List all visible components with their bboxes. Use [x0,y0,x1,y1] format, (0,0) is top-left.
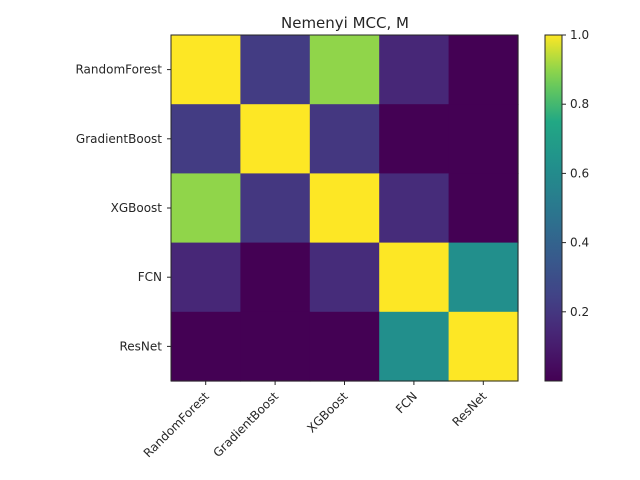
heatmap-cells [171,35,519,382]
heatmap-cell [240,311,311,382]
heatmap-cell [309,311,380,382]
heatmap-cell [379,311,450,382]
x-tick-label: RandomForest [141,389,212,460]
heatmap-cell [171,242,241,313]
heatmap-cell [240,104,311,174]
x-tick-label: FCN [393,389,420,416]
x-tick-label: GradientBoost [210,389,281,460]
heatmap-cell [171,311,241,382]
heatmap-cell [379,173,450,244]
heatmap-cell [379,104,450,174]
y-tick-label: GradientBoost [76,132,162,146]
heatmap-cell [379,242,450,313]
colorbar-tick-label: 0.2 [570,305,589,319]
colorbar [544,34,563,382]
colorbar-tick-label: 0.8 [570,97,589,111]
y-tick-label: RandomForest [75,63,162,77]
x-tick-label: XGBoost [304,389,350,435]
y-tick-label: FCN [138,270,162,284]
heatmap-cell [240,35,311,105]
heatmap-cell [379,35,450,105]
colorbar-tick-labels: 0.2 0.4 0.6 0.8 1.0 [562,28,589,319]
heatmap-cell [309,173,380,244]
colorbar-gradient [544,34,563,382]
heatmap-cell [448,173,519,244]
heatmap-cell [240,173,311,244]
chart-title: Nemenyi MCC, M [281,14,409,32]
heatmap-cell [448,104,519,174]
colorbar-tick-label: 0.4 [570,236,589,250]
y-tick-label: ResNet [120,339,163,353]
heatmap-cell [448,311,519,382]
heatmap-cell [448,35,519,105]
heatmap-cell [448,242,519,313]
heatmap-cell [171,104,241,174]
heatmap-cell [309,104,380,174]
heatmap-cell [171,173,241,244]
colorbar-tick-label: 0.6 [570,166,589,180]
heatmap-cell [309,242,380,313]
y-tick-labels: RandomForest GradientBoost XGBoost FCN ResNe… [75,63,171,353]
x-tick-label: ResNet [449,389,489,429]
heatmap-cell [171,35,241,105]
colorbar-tick-label: 1.0 [570,28,589,42]
y-tick-label: XGBoost [111,201,163,215]
heatmap-cell [240,242,311,313]
heatmap-cell [309,35,380,105]
